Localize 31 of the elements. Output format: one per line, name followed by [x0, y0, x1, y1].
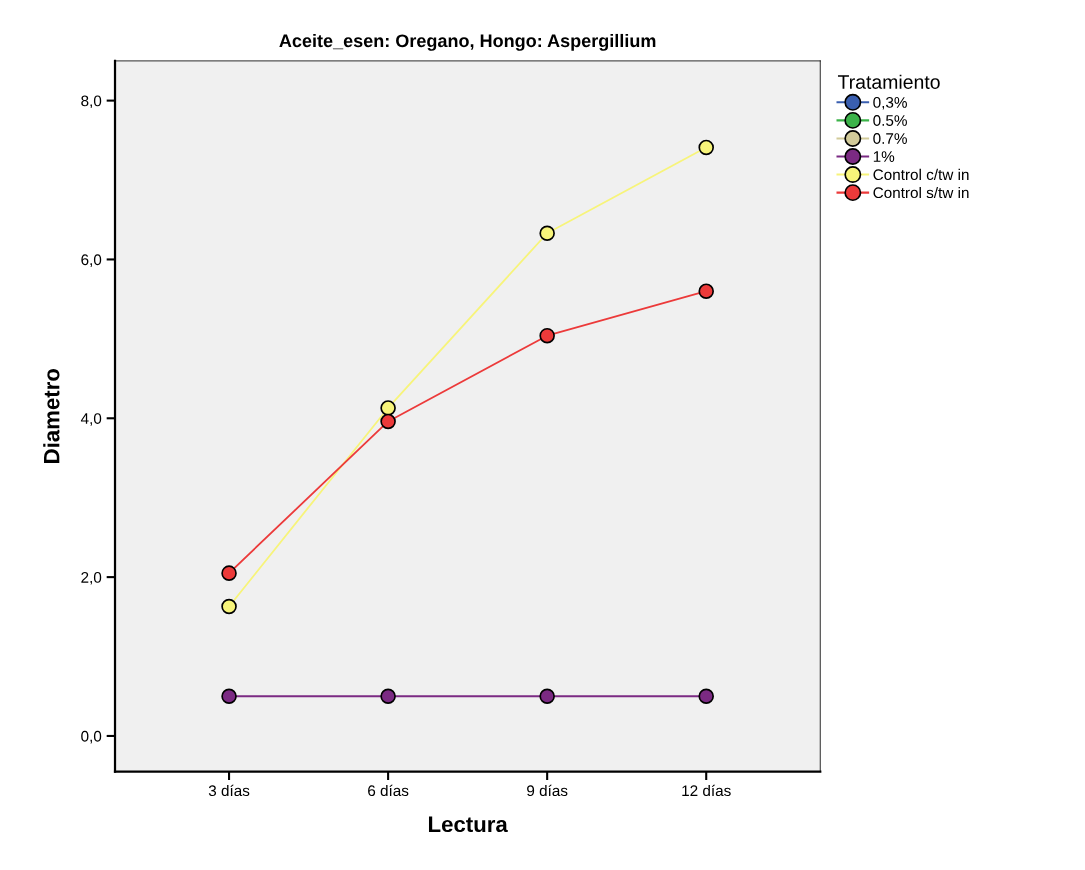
legend-label: Control c/tw in	[873, 168, 969, 181]
legend-label: Control s/tw in	[873, 186, 969, 199]
point	[380, 400, 396, 416]
legend-label: 0.7%	[873, 133, 907, 144]
point	[221, 688, 237, 705]
y-tick-label: 4,0	[80, 413, 102, 426]
point	[221, 598, 237, 615]
y-tick-label: 2,0	[81, 571, 102, 585]
x-axis-title: Lectura	[428, 816, 508, 833]
chart-title: Aceite_esen: Oregano, Hongo: Aspergillium	[279, 33, 656, 51]
point	[380, 688, 396, 705]
point	[698, 688, 714, 705]
point	[698, 139, 714, 156]
point	[539, 327, 555, 344]
point	[380, 413, 396, 430]
y-tick-label: 0,0	[81, 730, 102, 744]
x-tick-label: 9 días	[527, 784, 568, 797]
y-tick-label: 8,0	[81, 95, 102, 109]
legend-label: 0,3%	[873, 97, 907, 110]
point	[221, 565, 237, 581]
y-tick-label: 6,0	[81, 254, 102, 267]
legend-label: 0.5%	[873, 115, 907, 126]
legend-label: 1%	[873, 151, 895, 162]
x-tick-label: 6 días	[368, 784, 409, 797]
y-axis-title: Diametro	[43, 369, 60, 463]
x-tick-label: 3 días	[208, 784, 250, 797]
point	[539, 225, 555, 242]
legend-title: Tratamiento	[837, 74, 940, 89]
point	[539, 688, 555, 705]
point	[698, 283, 714, 299]
x-tick-label: 12 días	[682, 784, 731, 797]
